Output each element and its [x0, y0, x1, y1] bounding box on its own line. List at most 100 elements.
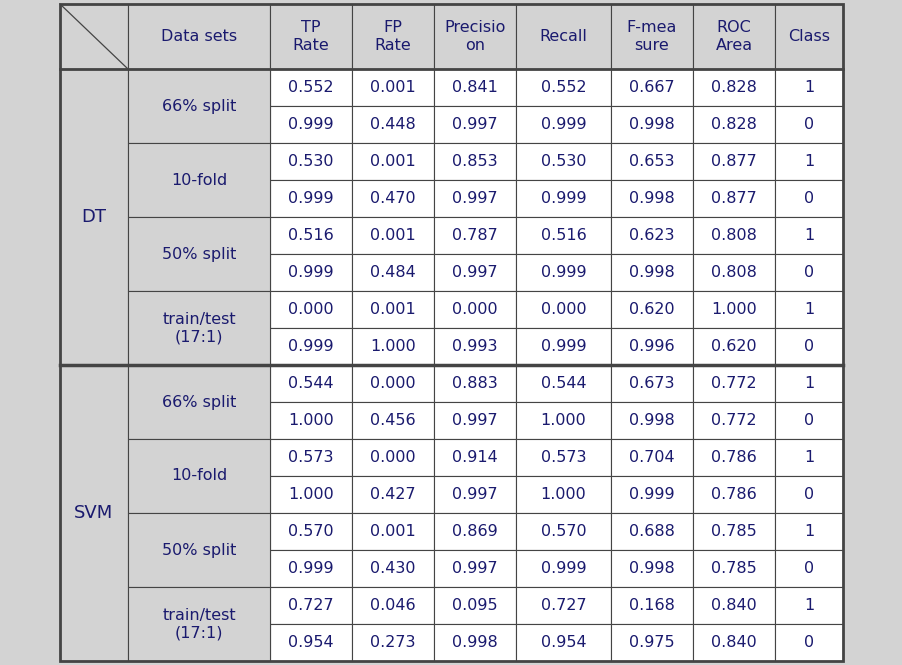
Text: 0.787: 0.787	[452, 228, 497, 243]
Text: 0.997: 0.997	[452, 265, 497, 280]
Text: 0.997: 0.997	[452, 117, 497, 132]
Text: 0.448: 0.448	[370, 117, 416, 132]
Text: 0.570: 0.570	[540, 524, 585, 539]
Text: 1.000: 1.000	[288, 413, 334, 428]
Bar	[774, 365, 842, 402]
Text: 0.673: 0.673	[629, 376, 674, 391]
Text: 0.998: 0.998	[629, 413, 674, 428]
Bar	[434, 439, 515, 476]
Text: 0.869: 0.869	[452, 524, 497, 539]
Bar	[515, 328, 611, 365]
Text: 0.530: 0.530	[540, 154, 585, 169]
Bar	[270, 550, 352, 587]
Bar	[270, 254, 352, 291]
Text: Precisio
on: Precisio on	[444, 21, 505, 53]
Bar	[774, 513, 842, 550]
Bar	[270, 143, 352, 180]
Bar	[515, 106, 611, 143]
Bar	[692, 69, 774, 106]
Text: 1.000: 1.000	[540, 413, 585, 428]
Bar	[611, 69, 692, 106]
Bar	[515, 513, 611, 550]
Text: 1: 1	[803, 524, 814, 539]
Text: 0.999: 0.999	[288, 561, 334, 576]
Bar	[270, 365, 352, 402]
Text: 0.997: 0.997	[452, 413, 497, 428]
Bar	[352, 217, 434, 254]
Bar	[611, 624, 692, 661]
Text: 0.001: 0.001	[370, 302, 416, 317]
Bar	[611, 365, 692, 402]
Text: 0.001: 0.001	[370, 80, 416, 95]
Text: 0: 0	[803, 635, 814, 650]
Text: 0.001: 0.001	[370, 154, 416, 169]
Text: 0.772: 0.772	[711, 376, 756, 391]
Text: 0.785: 0.785	[711, 561, 756, 576]
Text: 0.999: 0.999	[288, 117, 334, 132]
Text: 0.997: 0.997	[452, 487, 497, 502]
Bar	[692, 328, 774, 365]
Text: 1: 1	[803, 228, 814, 243]
Text: 0.544: 0.544	[540, 376, 585, 391]
Bar	[774, 254, 842, 291]
Bar	[692, 624, 774, 661]
Text: 0.573: 0.573	[540, 450, 585, 465]
Bar	[128, 4, 270, 69]
Text: 0.808: 0.808	[710, 228, 756, 243]
Bar	[352, 328, 434, 365]
Text: 0.786: 0.786	[711, 487, 756, 502]
Text: 0.999: 0.999	[288, 265, 334, 280]
Text: 0.430: 0.430	[370, 561, 415, 576]
Text: 1.000: 1.000	[288, 487, 334, 502]
Text: 1.000: 1.000	[711, 302, 756, 317]
Text: Data sets: Data sets	[161, 29, 237, 44]
Text: 0.620: 0.620	[711, 339, 756, 354]
Text: 66% split: 66% split	[161, 98, 236, 114]
Text: 0.841: 0.841	[452, 80, 497, 95]
Text: 0.273: 0.273	[370, 635, 415, 650]
Bar	[434, 217, 515, 254]
Bar	[692, 217, 774, 254]
Text: 0.620: 0.620	[629, 302, 674, 317]
Bar	[128, 513, 270, 587]
Bar	[434, 143, 515, 180]
Text: 0.772: 0.772	[711, 413, 756, 428]
Text: 0.516: 0.516	[540, 228, 585, 243]
Text: 0.570: 0.570	[288, 524, 334, 539]
Text: 1.000: 1.000	[370, 339, 416, 354]
Text: 0.470: 0.470	[370, 191, 415, 206]
Text: 0.544: 0.544	[288, 376, 334, 391]
Text: 0.000: 0.000	[370, 450, 415, 465]
Text: 0.993: 0.993	[452, 339, 497, 354]
Text: 1: 1	[803, 302, 814, 317]
Text: 0.840: 0.840	[711, 635, 756, 650]
Text: 0.853: 0.853	[452, 154, 497, 169]
Bar	[352, 550, 434, 587]
Text: 0.997: 0.997	[452, 561, 497, 576]
Text: 0.573: 0.573	[288, 450, 334, 465]
Bar	[434, 624, 515, 661]
Bar	[352, 143, 434, 180]
Text: 0.840: 0.840	[711, 598, 756, 613]
Bar	[611, 143, 692, 180]
Text: 0.998: 0.998	[629, 117, 674, 132]
Bar	[774, 550, 842, 587]
Text: 0.653: 0.653	[629, 154, 674, 169]
Bar	[515, 439, 611, 476]
Bar	[611, 513, 692, 550]
Bar	[352, 4, 434, 69]
Text: 0: 0	[803, 487, 814, 502]
Bar	[128, 69, 270, 143]
Text: 0.999: 0.999	[540, 339, 585, 354]
Text: 0: 0	[803, 191, 814, 206]
Bar	[774, 624, 842, 661]
Text: 0.997: 0.997	[452, 191, 497, 206]
Bar	[352, 365, 434, 402]
Bar	[434, 180, 515, 217]
Bar	[270, 439, 352, 476]
Text: 0.000: 0.000	[540, 302, 585, 317]
Text: 0.623: 0.623	[629, 228, 674, 243]
Text: 0.877: 0.877	[711, 191, 756, 206]
Text: 1: 1	[803, 154, 814, 169]
Bar	[774, 402, 842, 439]
